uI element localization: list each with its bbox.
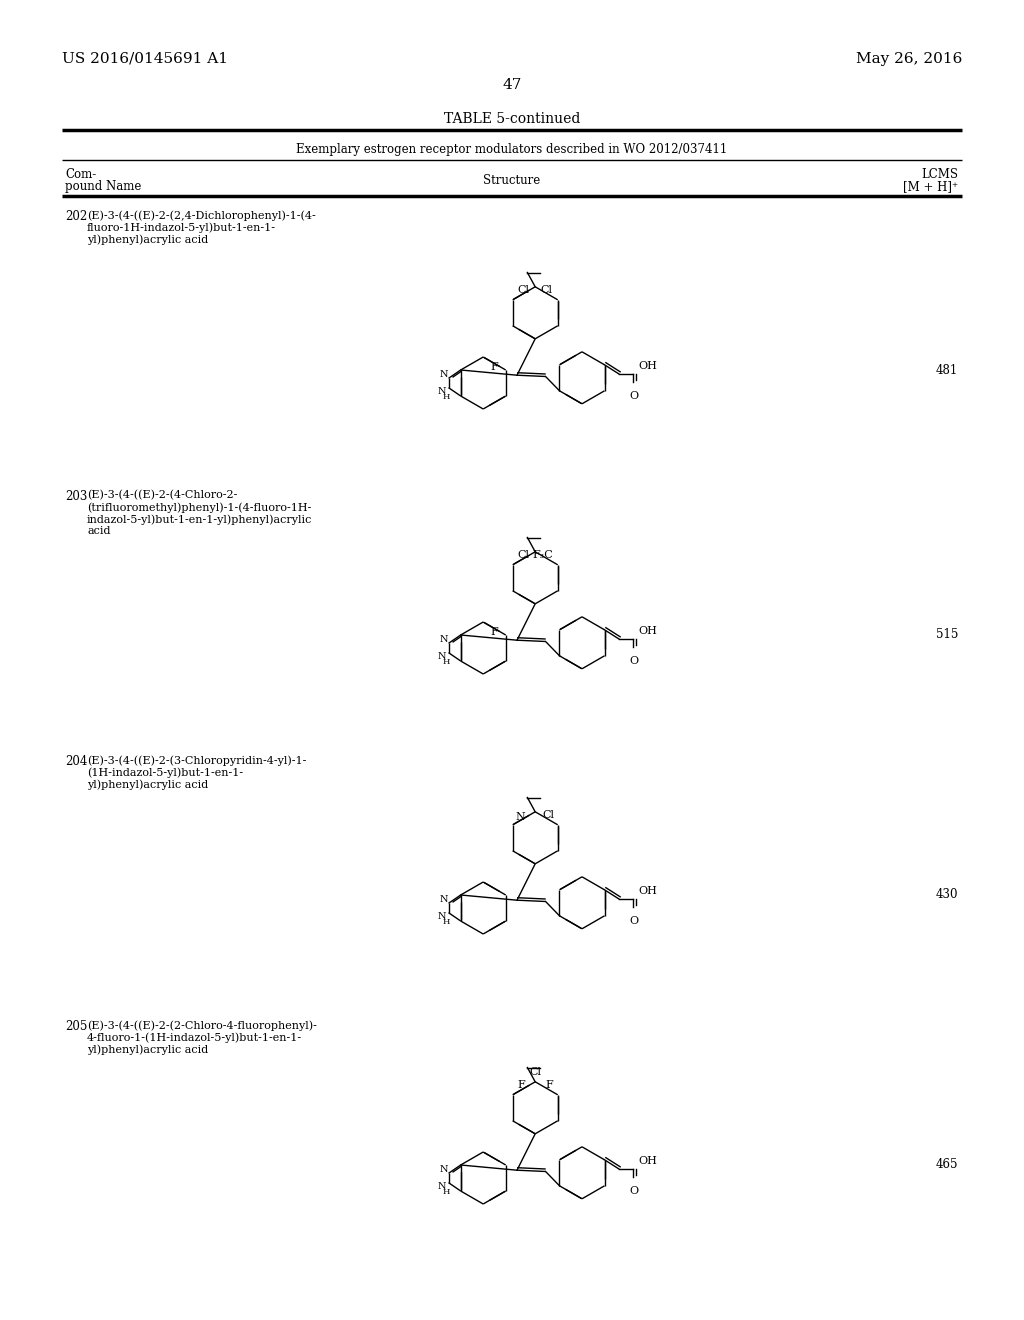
- Text: N: N: [439, 635, 447, 644]
- Text: 205: 205: [65, 1020, 87, 1034]
- Text: F: F: [489, 362, 498, 372]
- Text: (E)-3-(4-((E)-2-(2,4-Dichlorophenyl)-1-(4-: (E)-3-(4-((E)-2-(2,4-Dichlorophenyl)-1-(…: [87, 210, 315, 220]
- Text: fluoro-1H-indazol-5-yl)but-1-en-1-: fluoro-1H-indazol-5-yl)but-1-en-1-: [87, 222, 276, 232]
- Text: (E)-3-(4-((E)-2-(4-Chloro-2-: (E)-3-(4-((E)-2-(4-Chloro-2-: [87, 490, 238, 500]
- Text: N: N: [439, 1164, 447, 1173]
- Text: TABLE 5-continued: TABLE 5-continued: [443, 112, 581, 125]
- Text: O: O: [630, 391, 639, 401]
- Text: [M + H]⁺: [M + H]⁺: [903, 180, 958, 193]
- Text: OH: OH: [638, 886, 657, 896]
- Text: yl)phenyl)acrylic acid: yl)phenyl)acrylic acid: [87, 234, 208, 244]
- Text: Cl: Cl: [518, 285, 529, 294]
- Text: acid: acid: [87, 525, 111, 536]
- Text: H: H: [442, 392, 451, 401]
- Text: N: N: [439, 370, 447, 379]
- Text: H: H: [442, 657, 451, 665]
- Text: N: N: [439, 895, 447, 904]
- Text: O: O: [630, 656, 639, 667]
- Text: H: H: [442, 917, 451, 925]
- Text: 47: 47: [503, 78, 521, 92]
- Text: 430: 430: [936, 888, 958, 902]
- Text: pound Name: pound Name: [65, 180, 141, 193]
- Text: OH: OH: [638, 360, 657, 371]
- Text: 465: 465: [936, 1159, 958, 1172]
- Text: N: N: [437, 652, 445, 661]
- Text: (trifluoromethyl)phenyl)-1-(4-fluoro-1H-: (trifluoromethyl)phenyl)-1-(4-fluoro-1H-: [87, 502, 311, 512]
- Text: (1H-indazol-5-yl)but-1-en-1-: (1H-indazol-5-yl)but-1-en-1-: [87, 767, 243, 777]
- Text: Structure: Structure: [483, 174, 541, 187]
- Text: OH: OH: [638, 626, 657, 636]
- Text: Cl: Cl: [543, 809, 555, 820]
- Text: (E)-3-(4-((E)-2-(3-Chloropyridin-4-yl)-1-: (E)-3-(4-((E)-2-(3-Chloropyridin-4-yl)-1…: [87, 755, 306, 766]
- Text: LCMS: LCMS: [921, 168, 958, 181]
- Text: O: O: [630, 1187, 639, 1196]
- Text: 203: 203: [65, 490, 87, 503]
- Text: US 2016/0145691 A1: US 2016/0145691 A1: [62, 51, 228, 66]
- Text: indazol-5-yl)but-1-en-1-yl)phenyl)acrylic: indazol-5-yl)but-1-en-1-yl)phenyl)acryli…: [87, 513, 312, 524]
- Text: O: O: [630, 916, 639, 927]
- Text: N: N: [437, 1183, 445, 1191]
- Text: F: F: [545, 1080, 553, 1090]
- Text: 4-fluoro-1-(1H-indazol-5-yl)but-1-en-1-: 4-fluoro-1-(1H-indazol-5-yl)but-1-en-1-: [87, 1032, 302, 1043]
- Text: May 26, 2016: May 26, 2016: [856, 51, 962, 66]
- Text: N: N: [437, 387, 445, 396]
- Text: F: F: [518, 1080, 525, 1090]
- Text: N: N: [516, 812, 525, 822]
- Text: 515: 515: [936, 628, 958, 642]
- Text: 204: 204: [65, 755, 87, 768]
- Text: Exemplary estrogen receptor modulators described in WO 2012/037411: Exemplary estrogen receptor modulators d…: [296, 143, 728, 156]
- Text: yl)phenyl)acrylic acid: yl)phenyl)acrylic acid: [87, 779, 208, 789]
- Text: (E)-3-(4-((E)-2-(2-Chloro-4-fluorophenyl)-: (E)-3-(4-((E)-2-(2-Chloro-4-fluorophenyl…: [87, 1020, 316, 1031]
- Text: F₃C: F₃C: [531, 550, 553, 560]
- Text: 481: 481: [936, 363, 958, 376]
- Text: 202: 202: [65, 210, 87, 223]
- Text: N: N: [437, 912, 445, 921]
- Text: Cl: Cl: [541, 285, 553, 294]
- Text: Cl: Cl: [529, 1067, 542, 1077]
- Text: H: H: [442, 1188, 451, 1196]
- Text: OH: OH: [638, 1156, 657, 1166]
- Text: F: F: [489, 627, 498, 638]
- Text: Cl: Cl: [518, 550, 529, 560]
- Text: Com-: Com-: [65, 168, 96, 181]
- Text: yl)phenyl)acrylic acid: yl)phenyl)acrylic acid: [87, 1044, 208, 1055]
